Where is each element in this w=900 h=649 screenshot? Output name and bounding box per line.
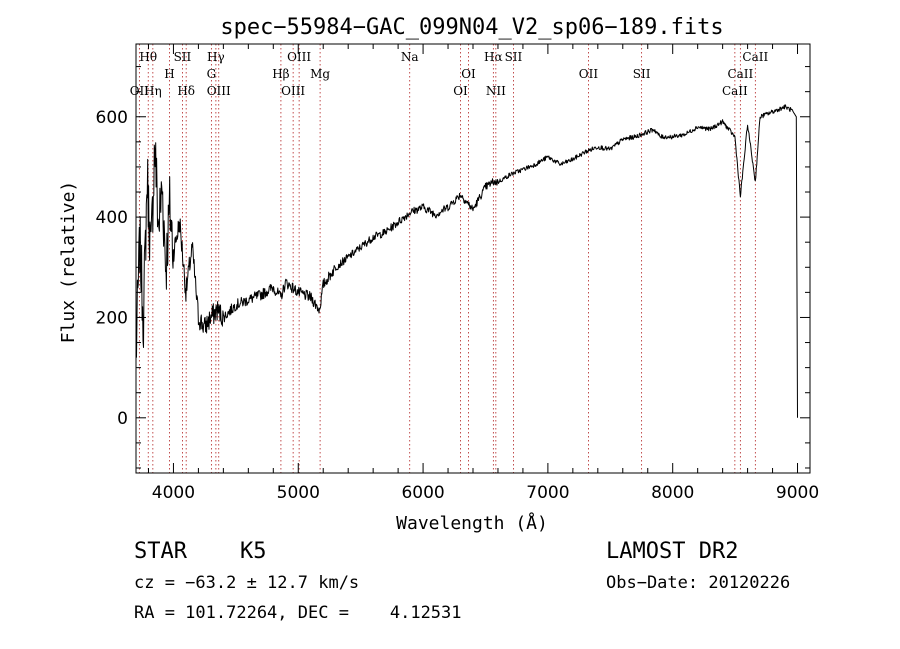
line-label-16: Hα (484, 50, 503, 64)
line-label-19: OII (579, 67, 599, 81)
x-axis-label: Wavelength (Å) (396, 512, 548, 534)
line-label-17: SII (505, 50, 523, 64)
subclass: K5 (240, 539, 267, 564)
x-tick-label-4: 8000 (651, 483, 694, 503)
line-label-4: SII (174, 50, 192, 64)
y-tick-label-1: 200 (96, 308, 128, 328)
line-label-18: NII (486, 84, 506, 98)
line-label-21: CaII (742, 50, 768, 64)
coordinates: RA = 101.72264, DEC = 4.12531 (134, 603, 462, 623)
x-tick-label-1: 5000 (277, 483, 320, 503)
line-label-14: OI (461, 67, 476, 81)
obs-date: Obs−Date: 20120226 (606, 573, 791, 593)
spectrum-line (135, 104, 798, 418)
line-label-5: Hδ (177, 84, 195, 98)
x-tick-label-3: 7000 (526, 483, 569, 503)
line-label-12: Mg (310, 67, 330, 81)
line-label-15: OI (453, 84, 468, 98)
line-label-22: CaII (727, 67, 753, 81)
line-label-9: OIII (287, 50, 311, 64)
line-label-1: OII (130, 84, 150, 98)
line-label-23: CaII (722, 84, 748, 98)
chart-title: spec−55984−GAC_099N04_V2_sp06−189.fits (220, 15, 723, 40)
line-label-7: G (207, 67, 217, 81)
plot-frame (135, 43, 811, 474)
y-tick-label-0: 0 (117, 409, 128, 429)
line-label-2: Hη (144, 84, 162, 98)
line-label-8: OIII (207, 84, 231, 98)
plot-area: HθOIIHηHSIIHδHγGOIIIOIIIHβOIIIMgNaOIOIHα… (96, 43, 819, 503)
y-tick-label-2: 400 (96, 208, 128, 228)
x-tick-label-5: 9000 (776, 483, 819, 503)
x-tick-label-0: 4000 (152, 483, 195, 503)
line-label-11: OIII (281, 84, 305, 98)
line-label-10: Hβ (272, 67, 289, 81)
line-label-13: Na (401, 50, 419, 64)
redshift-cz: cz = −63.2 ± 12.7 km/s (134, 573, 360, 593)
object-class: STAR (134, 539, 187, 564)
x-tick-label-2: 6000 (401, 483, 444, 503)
y-axis-label: Flux (relative) (58, 181, 79, 344)
line-label-3: H (164, 67, 174, 81)
line-label-20: SII (633, 67, 651, 81)
line-label-0: Hθ (139, 50, 157, 64)
line-label-6: Hγ (207, 50, 225, 64)
survey-name: LAMOST DR2 (606, 539, 739, 564)
y-tick-label-3: 600 (96, 108, 128, 128)
